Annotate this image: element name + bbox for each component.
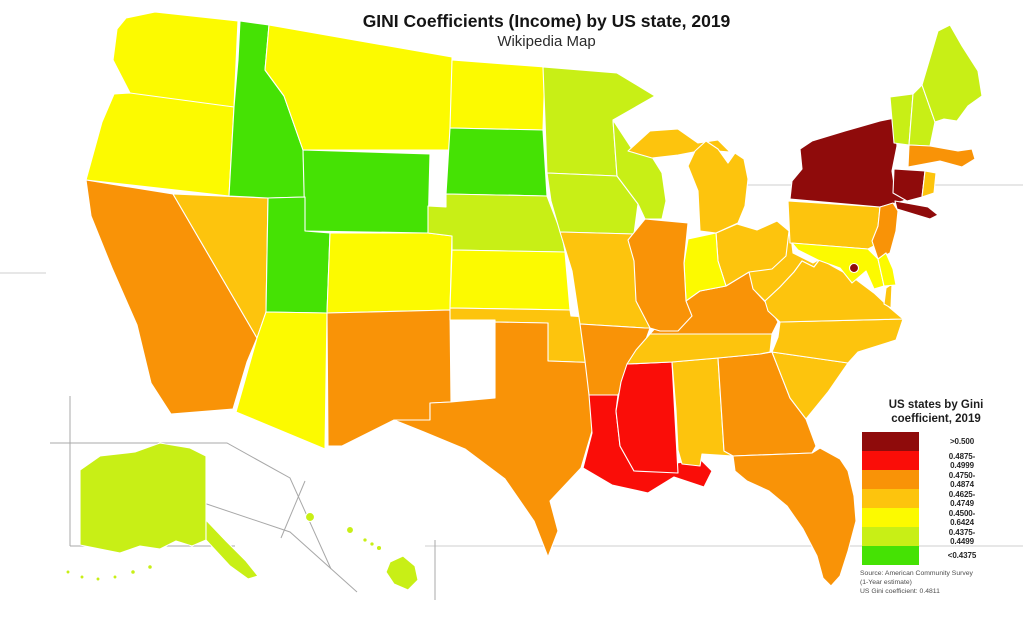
- state-pennsylvania: [787, 200, 885, 250]
- legend-title: US states by Gini coefficient, 2019: [852, 398, 1020, 426]
- legend-title-line1: US states by Gini: [888, 399, 984, 411]
- state-maryland: [791, 242, 885, 290]
- states-layer: [65, 11, 983, 591]
- legend-range-label: >0.500: [949, 437, 975, 446]
- state-colorado: [326, 232, 453, 314]
- source-line3: US Gini coefficient: 0.4811: [860, 588, 940, 596]
- state-illinois: [627, 218, 693, 332]
- state-wyoming: [302, 149, 431, 234]
- state-arizona: [235, 311, 328, 450]
- legend-row: 0.4625- 0.4749: [852, 489, 1020, 508]
- legend-range-label: 0.4375- 0.4499: [948, 527, 976, 546]
- legend-range-label: <0.4375: [947, 551, 977, 560]
- legend-row: 0.4875- 0.4999: [852, 451, 1020, 470]
- state-michigan: [627, 128, 749, 234]
- legend-row: <0.4375: [852, 546, 1020, 565]
- legend-swatch-yellow: [862, 508, 919, 527]
- legend-swatch-red: [862, 451, 919, 470]
- legend-row: 0.4375- 0.4499: [852, 527, 1020, 546]
- state-mississippi: [615, 361, 679, 474]
- legend-source: Source: American Community Survey (1-Yea…: [860, 569, 1020, 597]
- state-connecticut: [892, 168, 926, 202]
- state-florida: [732, 447, 857, 587]
- state-alaska: [65, 442, 259, 582]
- state-new-jersey: [871, 202, 899, 260]
- state-delaware: [877, 252, 897, 287]
- state-kansas: [449, 249, 571, 311]
- legend-range-label: 0.4750- 0.4874: [948, 470, 976, 489]
- legend-row: >0.500: [852, 432, 1020, 451]
- state-north-dakota: [449, 59, 546, 131]
- state-massachusetts: [907, 144, 976, 168]
- state-hawaii: [304, 511, 419, 591]
- legend-range-label: 0.4500- 0.6424: [948, 508, 976, 527]
- state-tennessee: [626, 333, 773, 365]
- state-district-of-columbia-dot: [848, 262, 860, 274]
- state-rhode-island: [921, 170, 937, 198]
- hawaii-inset-left-frame: [280, 480, 306, 539]
- legend-range-label: 0.4625- 0.4749: [948, 489, 976, 508]
- state-new-york: [789, 117, 939, 220]
- map-legend: US states by Gini coefficient, 2019 >0.5…: [852, 398, 1020, 597]
- source-line2: (1-Year estimate): [860, 579, 912, 587]
- state-south-dakota: [445, 127, 548, 197]
- legend-swatch-orange: [862, 470, 919, 489]
- state-virginia-eastern-shore: [883, 283, 893, 309]
- state-north-carolina: [771, 318, 904, 364]
- legend-swatch-green: [862, 546, 919, 565]
- source-line1: Source: American Community Survey: [860, 570, 973, 577]
- legend-title-line2: coefficient, 2019: [891, 413, 981, 425]
- legend-range-label: 0.4875- 0.4999: [948, 451, 976, 470]
- state-new-hampshire: [908, 84, 936, 147]
- map-frame-lines: [0, 184, 1023, 600]
- legend-swatch-yellowgreen: [862, 527, 919, 546]
- alaska-inset-frame: [50, 442, 332, 570]
- legend-row: 0.4750- 0.4874: [852, 470, 1020, 489]
- legend-row: 0.4500- 0.6424: [852, 508, 1020, 527]
- state-maine: [921, 24, 983, 123]
- legend-swatch-amber: [862, 489, 919, 508]
- state-oregon: [85, 92, 235, 197]
- legend-swatch-darkred: [862, 432, 919, 451]
